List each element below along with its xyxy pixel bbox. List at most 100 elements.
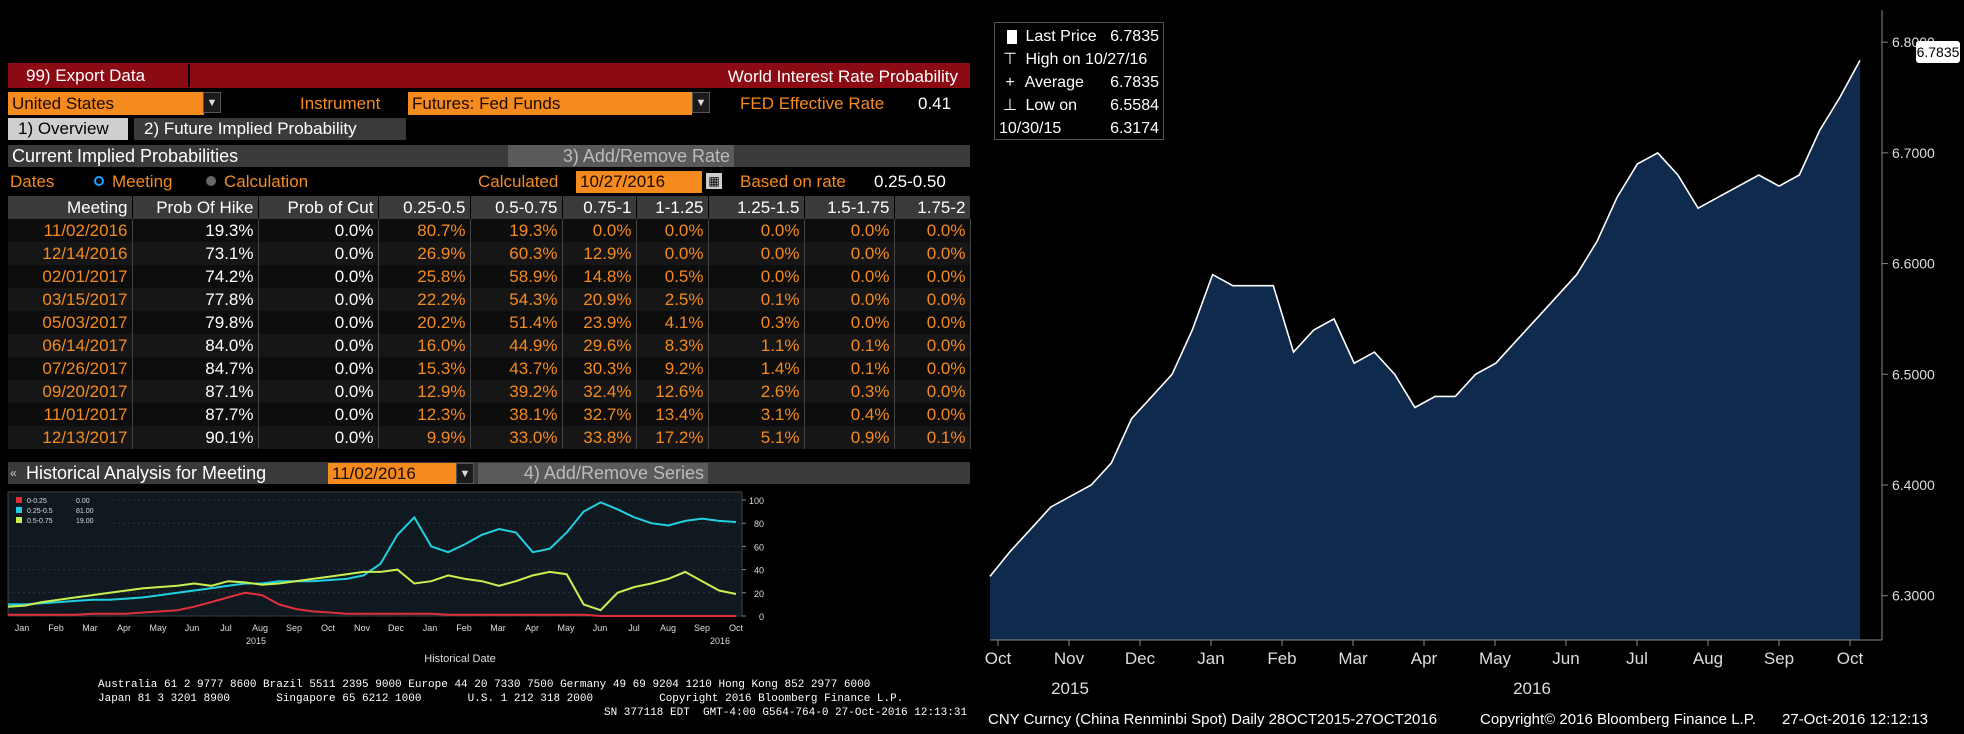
probability-cell: 39.2% [470,380,563,403]
radio-meeting-label[interactable]: Meeting [112,172,173,191]
probability-cell: 8.3% [636,334,709,357]
column-header[interactable]: 0.25-0.5 [378,196,471,219]
based-on-rate-label: Based on rate [740,172,846,191]
table-row[interactable]: 12/13/2017 90.1% 0.0% 9.9% 33.0% 33.8% 17.2% 5.… [8,426,971,449]
series-line [8,501,737,606]
table-row[interactable]: 12/14/2016 73.1% 0.0% 26.9% 60.3% 12.9% 0.0% 0.… [8,242,971,265]
probability-cell: 0.0% [894,242,971,265]
timestamp-text: 27-Oct-2016 12:12:13 [1782,711,1928,728]
x-tick-label: Oct [729,623,744,633]
x-tick-label: Oct [1837,649,1864,668]
y-tick-label: 0 [759,612,764,622]
low-marker-icon: ⊥ [1003,97,1017,114]
add-remove-rate-button[interactable]: 3) Add/Remove Rate [508,145,734,167]
table-row[interactable]: 11/02/2016 19.3% 0.0% 80.7% 19.3% 0.0% 0.0% 0.0… [8,219,971,242]
last-price-tag: 6.7835 [1916,41,1960,63]
table-row[interactable]: 03/15/2017 77.8% 0.0% 22.2% 54.3% 20.9% 2.5% 0.… [8,288,971,311]
probability-table: Meeting Prob Of Hike Prob of Cut 0.25-0.5 0.… [8,196,971,449]
meeting-date-cell: 09/20/2017 [8,380,133,403]
country-select[interactable]: United States [8,92,204,115]
table-row[interactable]: 07/26/2017 84.7% 0.0% 15.3% 43.7% 30.3% 9.2% 1.… [8,357,971,380]
x-tick-label: Dec [1125,649,1156,668]
column-header[interactable]: 1.5-1.75 [804,196,895,219]
probability-cell: 1.4% [708,357,805,380]
column-header[interactable]: 1-1.25 [636,196,709,219]
calendar-icon[interactable]: ▦ [706,173,722,189]
calculated-date-field[interactable]: 10/27/2016 [576,171,702,193]
x-tick-label: Jun [593,623,608,633]
probability-cell: 19.3% [132,219,259,242]
x-tick-label: Apr [117,623,131,633]
x-tick-label: Jun [185,623,200,633]
probability-cell: 0.4% [804,403,895,426]
probability-cell: 0.0% [804,288,895,311]
legend-series-name: 0.25-0.5 [27,508,53,515]
tab-future-implied-probability[interactable]: 2) Future Implied Probability [134,118,406,140]
meeting-date-cell: 11/02/2016 [8,219,133,242]
probability-cell: 0.0% [258,380,379,403]
legend-label: Low on 10/30/15 [999,97,1078,137]
historical-probability-chart: 0 20 40 60 80 100 Jan Feb Mar Apr May Jun Jul Aug Sep O… [7,491,764,665]
legend-series-value: 19.00 [76,518,94,525]
column-header[interactable]: 1.75-2 [894,196,971,219]
column-header[interactable]: Meeting [8,196,133,219]
table-row[interactable]: 09/20/2017 87.1% 0.0% 12.9% 39.2% 32.4% 12.6% 2… [8,380,971,403]
chevron-down-icon[interactable]: ▼ [692,92,710,113]
x-tick-label: Jan [423,623,438,633]
export-data-button[interactable]: 99) Export Data [10,64,190,87]
chevron-down-icon[interactable]: ▼ [456,463,474,484]
instrument-select[interactable]: Futures: Fed Funds [408,92,692,115]
column-header[interactable]: 0.75-1 [562,196,637,219]
chevron-down-icon[interactable]: ▼ [203,92,221,113]
radio-calculation-icon[interactable] [206,176,216,186]
probability-cell: 79.8% [132,311,259,334]
probability-cell: 2.5% [636,288,709,311]
x-tick-label: Aug [252,623,268,633]
column-header[interactable]: Prob Of Hike [132,196,259,219]
table-row[interactable]: 11/01/2017 87.7% 0.0% 12.3% 38.1% 32.7% 13.4% 3… [8,403,971,426]
current-probabilities-header: Current Implied Probabilities [8,145,970,167]
probability-cell: 20.9% [562,288,637,311]
x-tick-label: Jun [1552,649,1579,668]
table-row[interactable]: 06/14/2017 84.0% 0.0% 16.0% 44.9% 29.6% 8.3% 1.… [8,334,971,357]
x-tick-label: May [1479,649,1512,668]
column-header[interactable]: 0.5-0.75 [470,196,563,219]
instrument-label: Instrument [300,94,381,113]
add-remove-series-button[interactable]: 4) Add/Remove Series [478,463,708,484]
probability-cell: 84.7% [132,357,259,380]
legend-swatch [16,517,22,523]
column-header[interactable]: 1.25-1.5 [708,196,805,219]
probability-cell: 0.0% [804,219,895,242]
probability-cell: 0.0% [804,311,895,334]
x-tick-label: Jul [628,623,640,633]
meeting-date-cell: 02/01/2017 [8,265,133,288]
probability-cell: 0.0% [804,242,895,265]
legend-series-value: 0.00 [76,498,90,505]
radio-meeting-icon[interactable] [94,176,104,186]
probability-cell: 77.8% [132,288,259,311]
collapse-icon[interactable]: « [10,466,17,480]
historical-title: Historical Analysis for Meeting [26,463,267,483]
radio-calculation-label[interactable]: Calculation [224,172,309,191]
probability-cell: 29.6% [562,334,637,357]
probability-cell: 0.0% [894,380,971,403]
x-tick-label: Sep [1764,649,1794,668]
year-label: 2015 [1051,679,1089,698]
probability-cell: 12.6% [636,380,709,403]
meeting-date-cell: 06/14/2017 [8,334,133,357]
tab-overview[interactable]: 1) Overview [8,118,128,140]
table-row[interactable]: 02/01/2017 74.2% 0.0% 25.8% 58.9% 14.8% 0.5% 0.… [8,265,971,288]
x-axis-label: Historical Date [424,653,496,665]
column-header[interactable]: Prob of Cut [258,196,379,219]
probability-cell: 1.1% [708,334,805,357]
x-tick-label: Feb [48,623,64,633]
series-line [7,568,737,612]
probability-cell: 33.8% [562,426,637,449]
probability-cell: 26.9% [378,242,471,265]
probability-cell: 15.3% [378,357,471,380]
legend-series-name: 0.5-0.75 [27,518,53,525]
table-row[interactable]: 05/03/2017 79.8% 0.0% 20.2% 51.4% 23.9% 4.1% 0.… [8,311,971,334]
probability-cell: 0.0% [894,288,971,311]
price-legend: Last Price 6.7835 ⊤ High on 10/27/16 6.7… [994,22,1164,140]
historical-meeting-select[interactable]: 11/02/2016 [328,463,456,484]
